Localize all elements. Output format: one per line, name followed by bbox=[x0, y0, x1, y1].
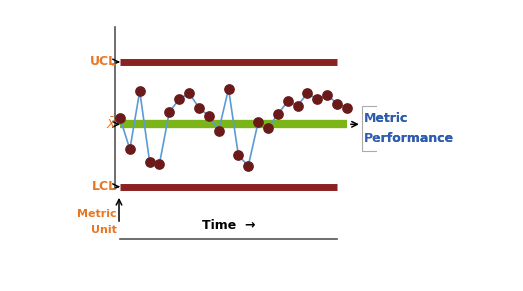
Point bbox=[303, 91, 312, 95]
Point bbox=[323, 93, 332, 97]
Text: Metric: Metric bbox=[363, 111, 408, 125]
FancyBboxPatch shape bbox=[362, 106, 393, 151]
Text: LCL: LCL bbox=[92, 180, 117, 193]
Point bbox=[343, 105, 351, 110]
Point bbox=[293, 103, 302, 108]
Point bbox=[214, 128, 223, 133]
Text: $\bar{X}$: $\bar{X}$ bbox=[106, 116, 117, 132]
Point bbox=[283, 99, 292, 104]
Text: Performance: Performance bbox=[363, 132, 454, 145]
Point bbox=[244, 164, 253, 168]
Text: Unit: Unit bbox=[91, 225, 117, 235]
Point bbox=[135, 89, 144, 93]
Text: Performance: Performance bbox=[363, 132, 454, 145]
Point bbox=[116, 116, 124, 120]
Point bbox=[145, 159, 154, 164]
Point bbox=[224, 87, 233, 91]
Point bbox=[264, 126, 272, 131]
Point bbox=[155, 162, 164, 166]
Text: Time  →: Time → bbox=[202, 219, 255, 233]
Text: Metric: Metric bbox=[77, 209, 117, 219]
Point bbox=[234, 153, 243, 158]
Point bbox=[254, 120, 263, 125]
Text: Metric: Metric bbox=[363, 111, 408, 125]
Point bbox=[204, 114, 213, 118]
Point bbox=[313, 97, 322, 102]
Point bbox=[274, 111, 282, 116]
Point bbox=[175, 97, 184, 102]
Point bbox=[126, 147, 134, 152]
Point bbox=[185, 91, 194, 95]
Point bbox=[333, 101, 342, 106]
Point bbox=[165, 109, 174, 114]
Text: UCL: UCL bbox=[90, 56, 117, 68]
Point bbox=[195, 105, 203, 110]
